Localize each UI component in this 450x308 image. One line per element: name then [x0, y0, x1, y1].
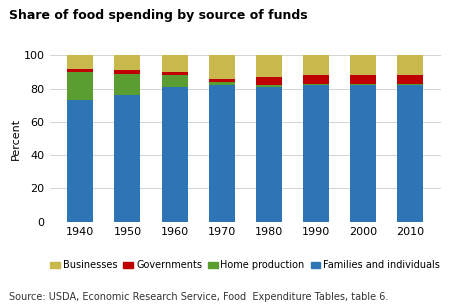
Bar: [68, 55, 93, 69]
Bar: [397, 55, 423, 75]
Bar: [68, 72, 93, 100]
Bar: [209, 82, 234, 85]
Bar: [303, 85, 329, 222]
Bar: [256, 85, 282, 87]
Bar: [350, 55, 376, 75]
Bar: [256, 77, 282, 85]
Bar: [114, 55, 140, 71]
Bar: [162, 55, 188, 72]
Bar: [162, 87, 188, 222]
Y-axis label: Percent: Percent: [11, 118, 21, 160]
Bar: [114, 95, 140, 222]
Bar: [68, 69, 93, 72]
Bar: [114, 71, 140, 74]
Bar: [68, 100, 93, 222]
Bar: [209, 79, 234, 82]
Bar: [303, 75, 329, 84]
Bar: [162, 72, 188, 75]
Text: Share of food spending by source of funds: Share of food spending by source of fund…: [9, 9, 308, 22]
Text: Source: USDA, Economic Research Service, Food  Expenditure Tables, table 6.: Source: USDA, Economic Research Service,…: [9, 292, 388, 302]
Bar: [114, 74, 140, 95]
Legend: Businesses, Governments, Home production, Families and individuals: Businesses, Governments, Home production…: [46, 257, 444, 274]
Bar: [350, 75, 376, 84]
Bar: [350, 84, 376, 85]
Bar: [209, 85, 234, 222]
Bar: [256, 87, 282, 222]
Bar: [397, 75, 423, 84]
Bar: [256, 55, 282, 77]
Bar: [350, 85, 376, 222]
Bar: [397, 84, 423, 85]
Bar: [303, 84, 329, 85]
Bar: [162, 75, 188, 87]
Bar: [303, 55, 329, 75]
Bar: [209, 55, 234, 79]
Bar: [397, 85, 423, 222]
